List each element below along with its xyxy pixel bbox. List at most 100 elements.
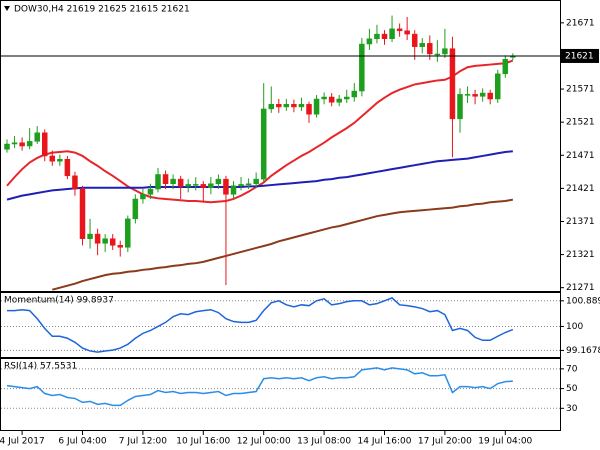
x-tick-label: 12 Jul 00:00 (237, 437, 291, 447)
moving-average-line (52, 198, 514, 291)
candle-body (34, 132, 40, 142)
collapse-icon (4, 6, 10, 11)
candle-body (487, 92, 493, 100)
candle-body (72, 175, 78, 190)
candle-body (57, 158, 63, 162)
candle-body (283, 104, 290, 108)
x-tick-label: 4 Jul 2017 (0, 437, 45, 447)
candle-body (64, 158, 71, 177)
candle-body (313, 98, 320, 115)
candle-body (200, 184, 207, 188)
candle-body (419, 43, 425, 47)
price-panel-frame (0, 0, 561, 292)
x-tick-label: 19 Jul 04:00 (478, 437, 532, 447)
y-tick-label: 50 (566, 384, 578, 394)
candle-body (253, 178, 259, 184)
x-tick-label: 7 Jul 12:00 (119, 437, 168, 447)
candle-body (109, 238, 116, 246)
y-tick-label: 21671 (566, 18, 595, 28)
candle-body (215, 178, 222, 184)
y-tick-label: 21521 (566, 118, 595, 128)
candle-body (336, 98, 342, 103)
candle-body (427, 43, 433, 55)
candle-body (366, 38, 373, 45)
candle-body (4, 143, 10, 150)
indicator-line (6, 367, 513, 407)
candle-body (404, 30, 410, 35)
y-tick-label: 21271 (566, 283, 595, 293)
candle-body (359, 43, 365, 92)
candle-body (442, 48, 448, 55)
candle-body (102, 238, 108, 244)
candle-body (306, 104, 312, 115)
moving-average-line (6, 150, 513, 201)
candle-body (170, 178, 176, 184)
candle-body (125, 218, 131, 248)
candle-body (26, 141, 33, 147)
candle-body (19, 142, 25, 147)
candle-body (502, 59, 509, 75)
rsi-panel-frame (0, 358, 561, 431)
y-tick-label: 21371 (566, 217, 595, 227)
x-tick-label: 13 Jul 08:00 (297, 437, 351, 447)
indicator-title: RSI(14) 57.5531 (4, 362, 77, 372)
candle-body (245, 183, 252, 185)
candle-body (94, 233, 101, 244)
y-tick-label: 100 (566, 322, 583, 332)
candle-body (434, 53, 441, 56)
x-tick-label: 17 Jul 20:00 (418, 437, 472, 447)
candle-body (132, 198, 139, 220)
candle-body (374, 33, 380, 39)
candle-body (185, 184, 191, 187)
candle-body (42, 132, 48, 157)
candle-body (79, 188, 86, 239)
candle-body (328, 96, 335, 103)
last-price-label: 21621 (565, 51, 594, 61)
candle-body (155, 174, 161, 190)
y-tick-label: 70 (566, 364, 578, 374)
candle-body (177, 178, 184, 187)
y-tick-label: 99.1678 (566, 346, 600, 356)
y-tick-label: 21321 (566, 250, 595, 260)
candle-body (396, 28, 403, 32)
last-price-box (561, 48, 599, 63)
candle-body (449, 48, 456, 120)
x-tick-label: 14 Jul 16:00 (358, 437, 412, 447)
candle-body (291, 104, 297, 108)
candle-body (276, 104, 282, 108)
y-tick-label: 21421 (566, 184, 595, 194)
candle-body (162, 174, 169, 184)
candle-body (147, 188, 154, 195)
candle-body (87, 233, 93, 239)
candle-body (208, 183, 214, 188)
candle-body (411, 33, 418, 47)
x-tick-label: 6 Jul 04:00 (58, 437, 107, 447)
candle-body (193, 184, 199, 186)
candle-body (117, 245, 123, 248)
candle-body (321, 96, 327, 100)
y-tick-label: 21471 (566, 151, 595, 161)
candle-body (351, 90, 358, 98)
candle-body (472, 94, 478, 97)
candle-body (268, 104, 274, 110)
candle-body (495, 73, 501, 100)
candle-body (464, 94, 471, 96)
x-tick-label: 10 Jul 16:00 (176, 437, 230, 447)
candle-body (457, 94, 463, 120)
candle-body (479, 92, 486, 97)
candle-body (389, 28, 395, 39)
candle-body (298, 104, 305, 108)
y-tick-label: 21571 (566, 85, 595, 95)
moving-average-line (6, 59, 514, 204)
chart-title: DOW30,H4 21619 21625 21615 21621 (14, 5, 190, 15)
candle-body (49, 155, 56, 162)
y-tick-label: 30 (566, 404, 578, 414)
candle-body (223, 178, 229, 195)
candle-body (230, 185, 237, 195)
candle-body (260, 108, 267, 180)
candle-body (381, 33, 388, 39)
momentum-panel-frame (0, 292, 561, 358)
candle-body (140, 194, 146, 200)
y-tick-label: 100.8893 (566, 296, 600, 306)
